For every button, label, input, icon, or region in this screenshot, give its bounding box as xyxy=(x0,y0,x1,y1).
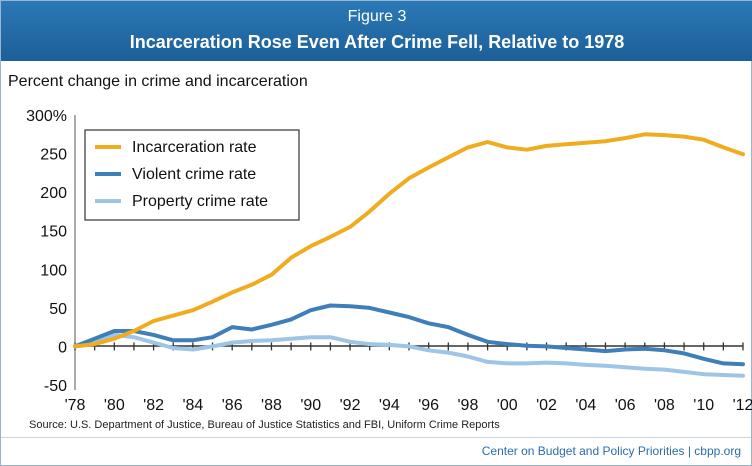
y-tick-label: 150 xyxy=(40,224,67,241)
y-tick-label: 250 xyxy=(40,147,67,164)
x-axis-ticks: '78 '80 '82 '84 '86 '88 '90 '92 '94 '96 '98 '00 '02 '… xyxy=(65,342,752,414)
violent-crime-rate-line xyxy=(73,303,745,367)
x-tick-label: '80 xyxy=(104,397,125,414)
y-tick-label: 100 xyxy=(40,262,67,279)
x-tick-label: '96 xyxy=(418,397,439,414)
legend-label-violent: Violent crime rate xyxy=(132,166,256,183)
incarceration-rate-line xyxy=(73,132,745,349)
y-tick-label: 50 xyxy=(49,301,67,318)
property-crime-rate-line xyxy=(73,332,745,378)
legend-label-property: Property crime rate xyxy=(132,193,268,210)
x-tick-label: '90 xyxy=(300,397,321,414)
footer-divider xyxy=(1,437,751,438)
x-tick-label: '88 xyxy=(261,397,282,414)
series-lines xyxy=(73,132,745,378)
x-tick-label: '12 xyxy=(733,397,752,414)
x-tick-label: '86 xyxy=(222,397,243,414)
source-note: Source: U.S. Department of Justice, Bure… xyxy=(29,419,500,431)
y-tick-label: -50 xyxy=(44,378,67,395)
y-axis-ticks: 300% 250 200 150 100 50 0 -50 xyxy=(26,108,67,395)
x-tick-label: '82 xyxy=(143,397,164,414)
chart-title: Incarceration Rose Even After Crime Fell… xyxy=(129,32,625,52)
x-tick-label: '94 xyxy=(379,397,400,414)
legend-label-incarceration: Incarceration rate xyxy=(132,139,257,156)
x-tick-label: '08 xyxy=(654,397,675,414)
x-tick-label: '10 xyxy=(693,397,714,414)
x-tick-label: '78 xyxy=(65,397,86,414)
x-tick-label: '92 xyxy=(340,397,361,414)
y-tick-label: 200 xyxy=(40,185,67,202)
x-tick-label: '84 xyxy=(182,397,203,414)
credit-line: Center on Budget and Policy Priorities |… xyxy=(481,444,741,458)
x-tick-label: '00 xyxy=(497,397,518,414)
x-tick-label: '06 xyxy=(615,397,636,414)
legend: Incarceration rate Violent crime rate Pr… xyxy=(84,129,300,221)
x-tick-label: '98 xyxy=(458,397,479,414)
figure-header: Figure 3 Incarceration Rose Even After C… xyxy=(1,1,752,61)
x-tick-label: '04 xyxy=(575,397,596,414)
x-tick-label: '02 xyxy=(536,397,557,414)
figure-number: Figure 3 xyxy=(347,8,407,25)
line-chart: 300% 250 200 150 100 50 0 -50 '78 '80 '82 '84 '86 '8… xyxy=(26,108,752,414)
y-tick-label: 300% xyxy=(26,108,67,125)
y-tick-label: 0 xyxy=(58,339,67,356)
y-axis-title: Percent change in crime and incarceratio… xyxy=(8,73,308,90)
